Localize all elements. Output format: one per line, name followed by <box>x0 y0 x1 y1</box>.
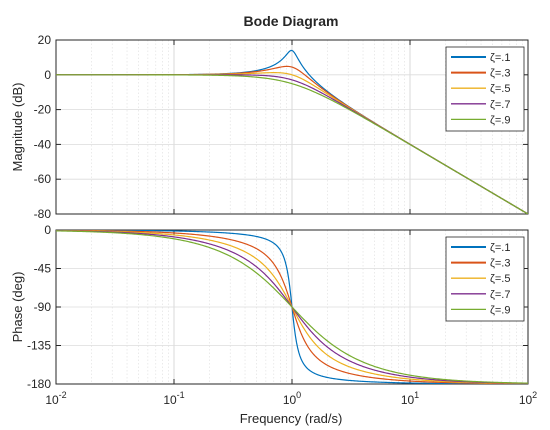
series-line-5 <box>56 230 528 384</box>
x-tick-label: 100 <box>283 390 301 407</box>
y-tick-label: -40 <box>34 137 52 151</box>
x-tick-label: 10-1 <box>163 390 184 407</box>
legend-label: ζ=.9 <box>490 114 510 126</box>
y-tick-label: -135 <box>27 339 51 353</box>
y-tick-label: -180 <box>27 377 51 391</box>
y-tick-label: -80 <box>34 207 52 221</box>
x-axis-label: Frequency (rad/s) <box>240 411 343 426</box>
legend-label: ζ=.7 <box>490 99 510 111</box>
series-lines <box>56 49 528 214</box>
legend-box <box>445 236 525 322</box>
legend-label: ζ=.3 <box>490 258 510 270</box>
y-tick-label: -20 <box>34 103 52 117</box>
y-tick-label: 20 <box>38 33 52 47</box>
y-axis-label: Phase (deg) <box>10 272 25 343</box>
y-tick-label: 0 <box>44 223 51 237</box>
figure-title: Bode Diagram <box>244 13 339 29</box>
legend-label: ζ=.5 <box>490 273 510 285</box>
legend-label: ζ=.1 <box>490 242 510 254</box>
y-tick-label: -60 <box>34 172 52 186</box>
y-tick-label: 0 <box>44 68 51 82</box>
x-tick-label: 101 <box>401 390 419 407</box>
legend-box <box>445 46 525 132</box>
series-line-5 <box>56 74 528 214</box>
legend: ζ=.1 ζ=.3 ζ=.5 ζ=.7 ζ=.9 <box>445 236 525 322</box>
legend-label: ζ=.9 <box>490 304 510 316</box>
legend-label: ζ=.7 <box>490 289 510 301</box>
x-tick-label: 102 <box>519 390 537 407</box>
legend-label: ζ=.5 <box>490 83 510 95</box>
x-tick-label: 10-2 <box>45 390 66 407</box>
legend-label: ζ=.1 <box>490 52 510 64</box>
series-lines <box>56 230 528 384</box>
y-tick-label: -90 <box>34 300 52 314</box>
legend: ζ=.1 ζ=.3 ζ=.5 ζ=.7 ζ=.9 <box>445 46 525 132</box>
y-tick-label: -45 <box>34 262 52 276</box>
legend-label: ζ=.3 <box>490 68 510 80</box>
y-axis-label: Magnitude (dB) <box>10 83 25 172</box>
